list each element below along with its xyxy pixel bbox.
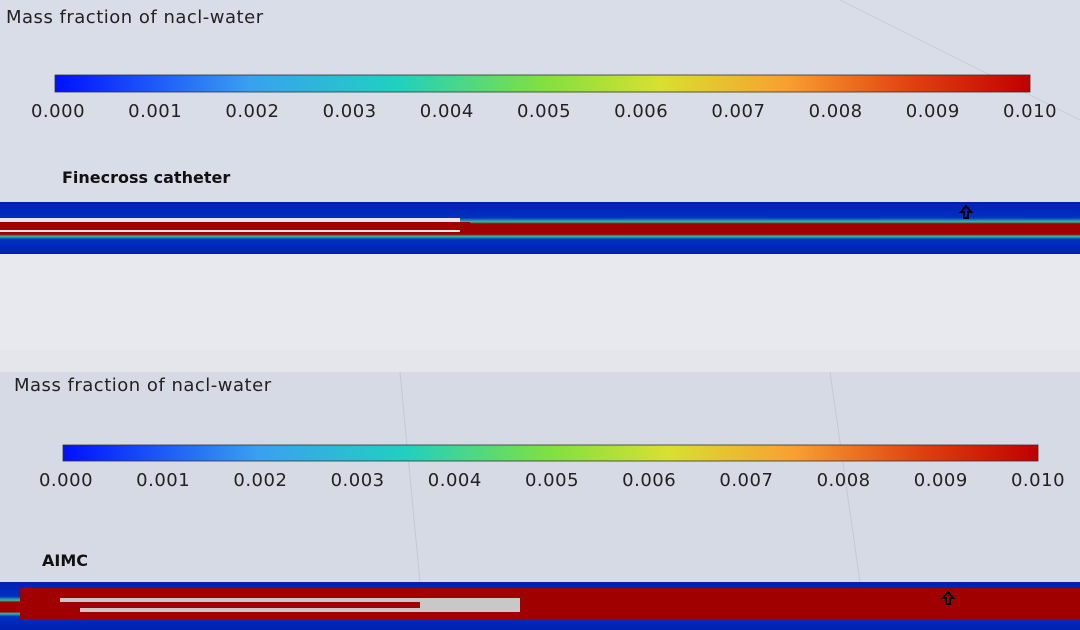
colorbar-tick-label: 0.008 — [817, 470, 871, 491]
panel-label: Finecross catheter — [62, 168, 230, 187]
panel-label: AIMC — [42, 551, 88, 570]
colorbar-tick-label: 0.001 — [128, 101, 182, 122]
catheter — [420, 598, 520, 612]
colorbar-tick-label: 0.009 — [906, 101, 960, 122]
colorbar-tick-label: 0.002 — [233, 470, 287, 491]
colorbar-tick-label: 0.002 — [225, 101, 279, 122]
panel-bg — [0, 372, 1080, 582]
arrow-icon — [940, 590, 956, 605]
edge-line — [829, 371, 861, 583]
colorbar — [62, 444, 1039, 462]
catheter-core — [0, 222, 470, 230]
colorbar-tick-label: 0.008 — [809, 101, 863, 122]
colorbar-tick-label: 0.010 — [1011, 470, 1065, 491]
colorbar-tick-label: 0.007 — [711, 101, 765, 122]
colorbar-tick-label: 0.007 — [719, 470, 773, 491]
panel-title: Mass fraction of nacl-water — [6, 7, 264, 28]
edge-line — [839, 0, 1080, 121]
edge-line — [399, 371, 421, 583]
colorbar-tick-label: 0.000 — [31, 101, 85, 122]
colorbar-tick-label: 0.004 — [428, 470, 482, 491]
panel-title: Mass fraction of nacl-water — [14, 375, 272, 396]
colorbar-tick-label: 0.005 — [517, 101, 571, 122]
colorbar-tick-label: 0.010 — [1003, 101, 1057, 122]
colorbar-tick-label: 0.005 — [525, 470, 579, 491]
colorbar-tick-label: 0.001 — [136, 470, 190, 491]
panel-bg — [0, 254, 1080, 350]
colorbar-tick-label: 0.003 — [323, 101, 377, 122]
catheter — [60, 598, 420, 602]
colorbar-tick-label: 0.009 — [914, 470, 968, 491]
colorbar-tick-label: 0.006 — [622, 470, 676, 491]
catheter — [80, 608, 420, 612]
colorbar-tick-label: 0.000 — [39, 470, 93, 491]
arrow-icon — [958, 204, 974, 219]
colorbar-tick-label: 0.003 — [331, 470, 385, 491]
colorbar-tick-label: 0.006 — [614, 101, 668, 122]
contour-core — [20, 588, 1080, 620]
colorbar-tick-label: 0.004 — [420, 101, 474, 122]
colorbar — [54, 74, 1031, 93]
